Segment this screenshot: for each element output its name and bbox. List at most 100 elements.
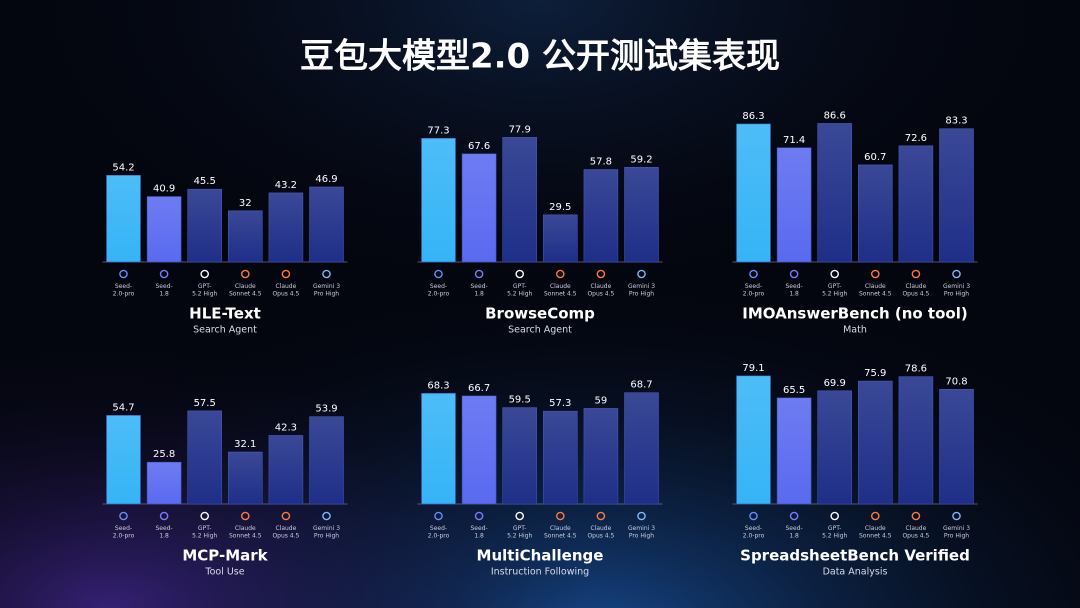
value-label: 32: [239, 198, 252, 209]
category-line: Opus 4.5: [902, 290, 929, 297]
value-label: 45.5: [194, 176, 216, 187]
category-line: 1.8: [159, 532, 169, 539]
bar-shine: [462, 395, 497, 504]
category-line: Seed-: [115, 283, 132, 290]
category-label: Seed-2.0-pro: [428, 525, 450, 540]
slide-title: 豆包大模型2.0 公开测试集表现: [300, 37, 780, 77]
category-line: Claude: [905, 525, 926, 532]
model-icon: [871, 269, 880, 279]
category-line: Gemini 3: [313, 525, 340, 532]
category-line: 5.2 High: [192, 290, 217, 297]
value-label: 66.7: [468, 383, 490, 394]
category-line: Sonnet 4.5: [229, 532, 262, 539]
model-icon: [596, 511, 606, 521]
model-icon: [434, 269, 443, 279]
value-label: 75.9: [864, 368, 886, 379]
category-line: Claude: [235, 525, 256, 532]
category-line: Sonnet 4.5: [229, 290, 262, 297]
category-label: Gemini 3 Pro High: [313, 525, 340, 540]
model-icon: [911, 511, 921, 521]
category-line: Seed-: [156, 283, 173, 290]
category-line: 2.0-pro: [113, 532, 135, 539]
category-line: GPT-: [198, 283, 212, 290]
chart-subtitle: Math: [843, 325, 867, 336]
category-line: Opus 4.5: [272, 532, 299, 539]
category-label: Claude Sonnet 4.5: [859, 283, 892, 298]
category-label: Claude Opus 4.5: [587, 283, 614, 298]
chart-title: IMOAnswerBench (no tool): [742, 305, 967, 323]
category-line: Pro High: [629, 290, 654, 297]
model-icon: [515, 511, 525, 521]
category-label: Claude Opus 4.5: [272, 283, 299, 298]
category-line: Sonnet 4.5: [544, 532, 577, 539]
category-line: 1.8: [159, 290, 169, 297]
model-icon: [474, 269, 484, 279]
category-line: Claude: [275, 525, 296, 532]
category-line: Claude: [550, 525, 571, 532]
bar-shine: [939, 128, 974, 262]
model-icon: [515, 269, 525, 279]
category-line: GPT-: [828, 283, 842, 290]
category-line: Seed-: [745, 525, 762, 532]
category-label: Seed-1.8: [156, 283, 173, 298]
category-line: Seed-: [430, 283, 447, 290]
value-label: 83.3: [945, 116, 967, 127]
category-label: Seed-2.0-pro: [113, 525, 135, 540]
category-line: 5.2 High: [822, 532, 847, 539]
category-line: Sonnet 4.5: [544, 290, 577, 297]
value-label: 68.3: [427, 380, 449, 391]
category-label: Claude Sonnet 4.5: [544, 283, 577, 298]
bar-shine: [624, 167, 659, 262]
value-label: 60.7: [864, 152, 886, 163]
bar-shine: [421, 393, 456, 504]
value-label: 32.1: [234, 439, 256, 450]
category-line: Seed-: [471, 525, 488, 532]
category-label: Seed-1.8: [786, 283, 803, 298]
value-label: 72.6: [905, 133, 927, 144]
category-line: Claude: [865, 283, 886, 290]
category-label: Claude Sonnet 4.5: [229, 525, 262, 540]
value-label: 78.6: [905, 364, 927, 375]
category-label: Seed-2.0-pro: [428, 283, 450, 298]
category-label: Claude Opus 4.5: [587, 525, 614, 540]
chart-subtitle: Search Agent: [193, 325, 257, 336]
bar-shine: [624, 392, 659, 504]
bar-shine: [228, 210, 263, 262]
bar-shine: [777, 147, 812, 262]
value-label: 59: [595, 395, 608, 406]
chart-subtitle: Data Analysis: [823, 567, 888, 578]
category-line: Opus 4.5: [587, 532, 614, 539]
category-label: Gemini 3 Pro High: [628, 525, 655, 540]
category-line: 2.0-pro: [428, 290, 450, 297]
model-icon: [159, 511, 169, 521]
category-line: GPT-: [198, 525, 212, 532]
model-icon: [281, 269, 291, 279]
value-label: 70.8: [945, 376, 967, 387]
bar-shine: [777, 397, 812, 504]
model-icon: [911, 269, 921, 279]
category-line: Seed-: [786, 525, 803, 532]
category-line: Seed-: [430, 525, 447, 532]
bar-shine: [817, 390, 852, 504]
bar-shine: [228, 451, 263, 504]
value-label: 71.4: [783, 135, 805, 146]
bar-shine: [106, 175, 141, 262]
value-label: 59.2: [630, 154, 652, 165]
model-icon: [119, 269, 128, 279]
model-icon: [200, 511, 209, 521]
value-label: 86.6: [824, 110, 846, 121]
bar-shine: [187, 189, 222, 262]
category-label: GPT-5.2 High: [822, 525, 847, 540]
category-line: Seed-: [786, 283, 803, 290]
category-line: Claude: [905, 283, 926, 290]
bar-shine: [583, 408, 618, 504]
category-label: Seed-1.8: [786, 525, 803, 540]
category-line: Pro High: [944, 532, 969, 539]
model-icon: [830, 511, 840, 521]
model-icon: [474, 511, 484, 521]
category-label: Gemini 3 Pro High: [313, 283, 340, 298]
bar-shine: [421, 138, 456, 262]
model-icon: [596, 269, 606, 279]
chart-subtitle: Tool Use: [204, 567, 244, 578]
model-icon: [749, 269, 758, 279]
